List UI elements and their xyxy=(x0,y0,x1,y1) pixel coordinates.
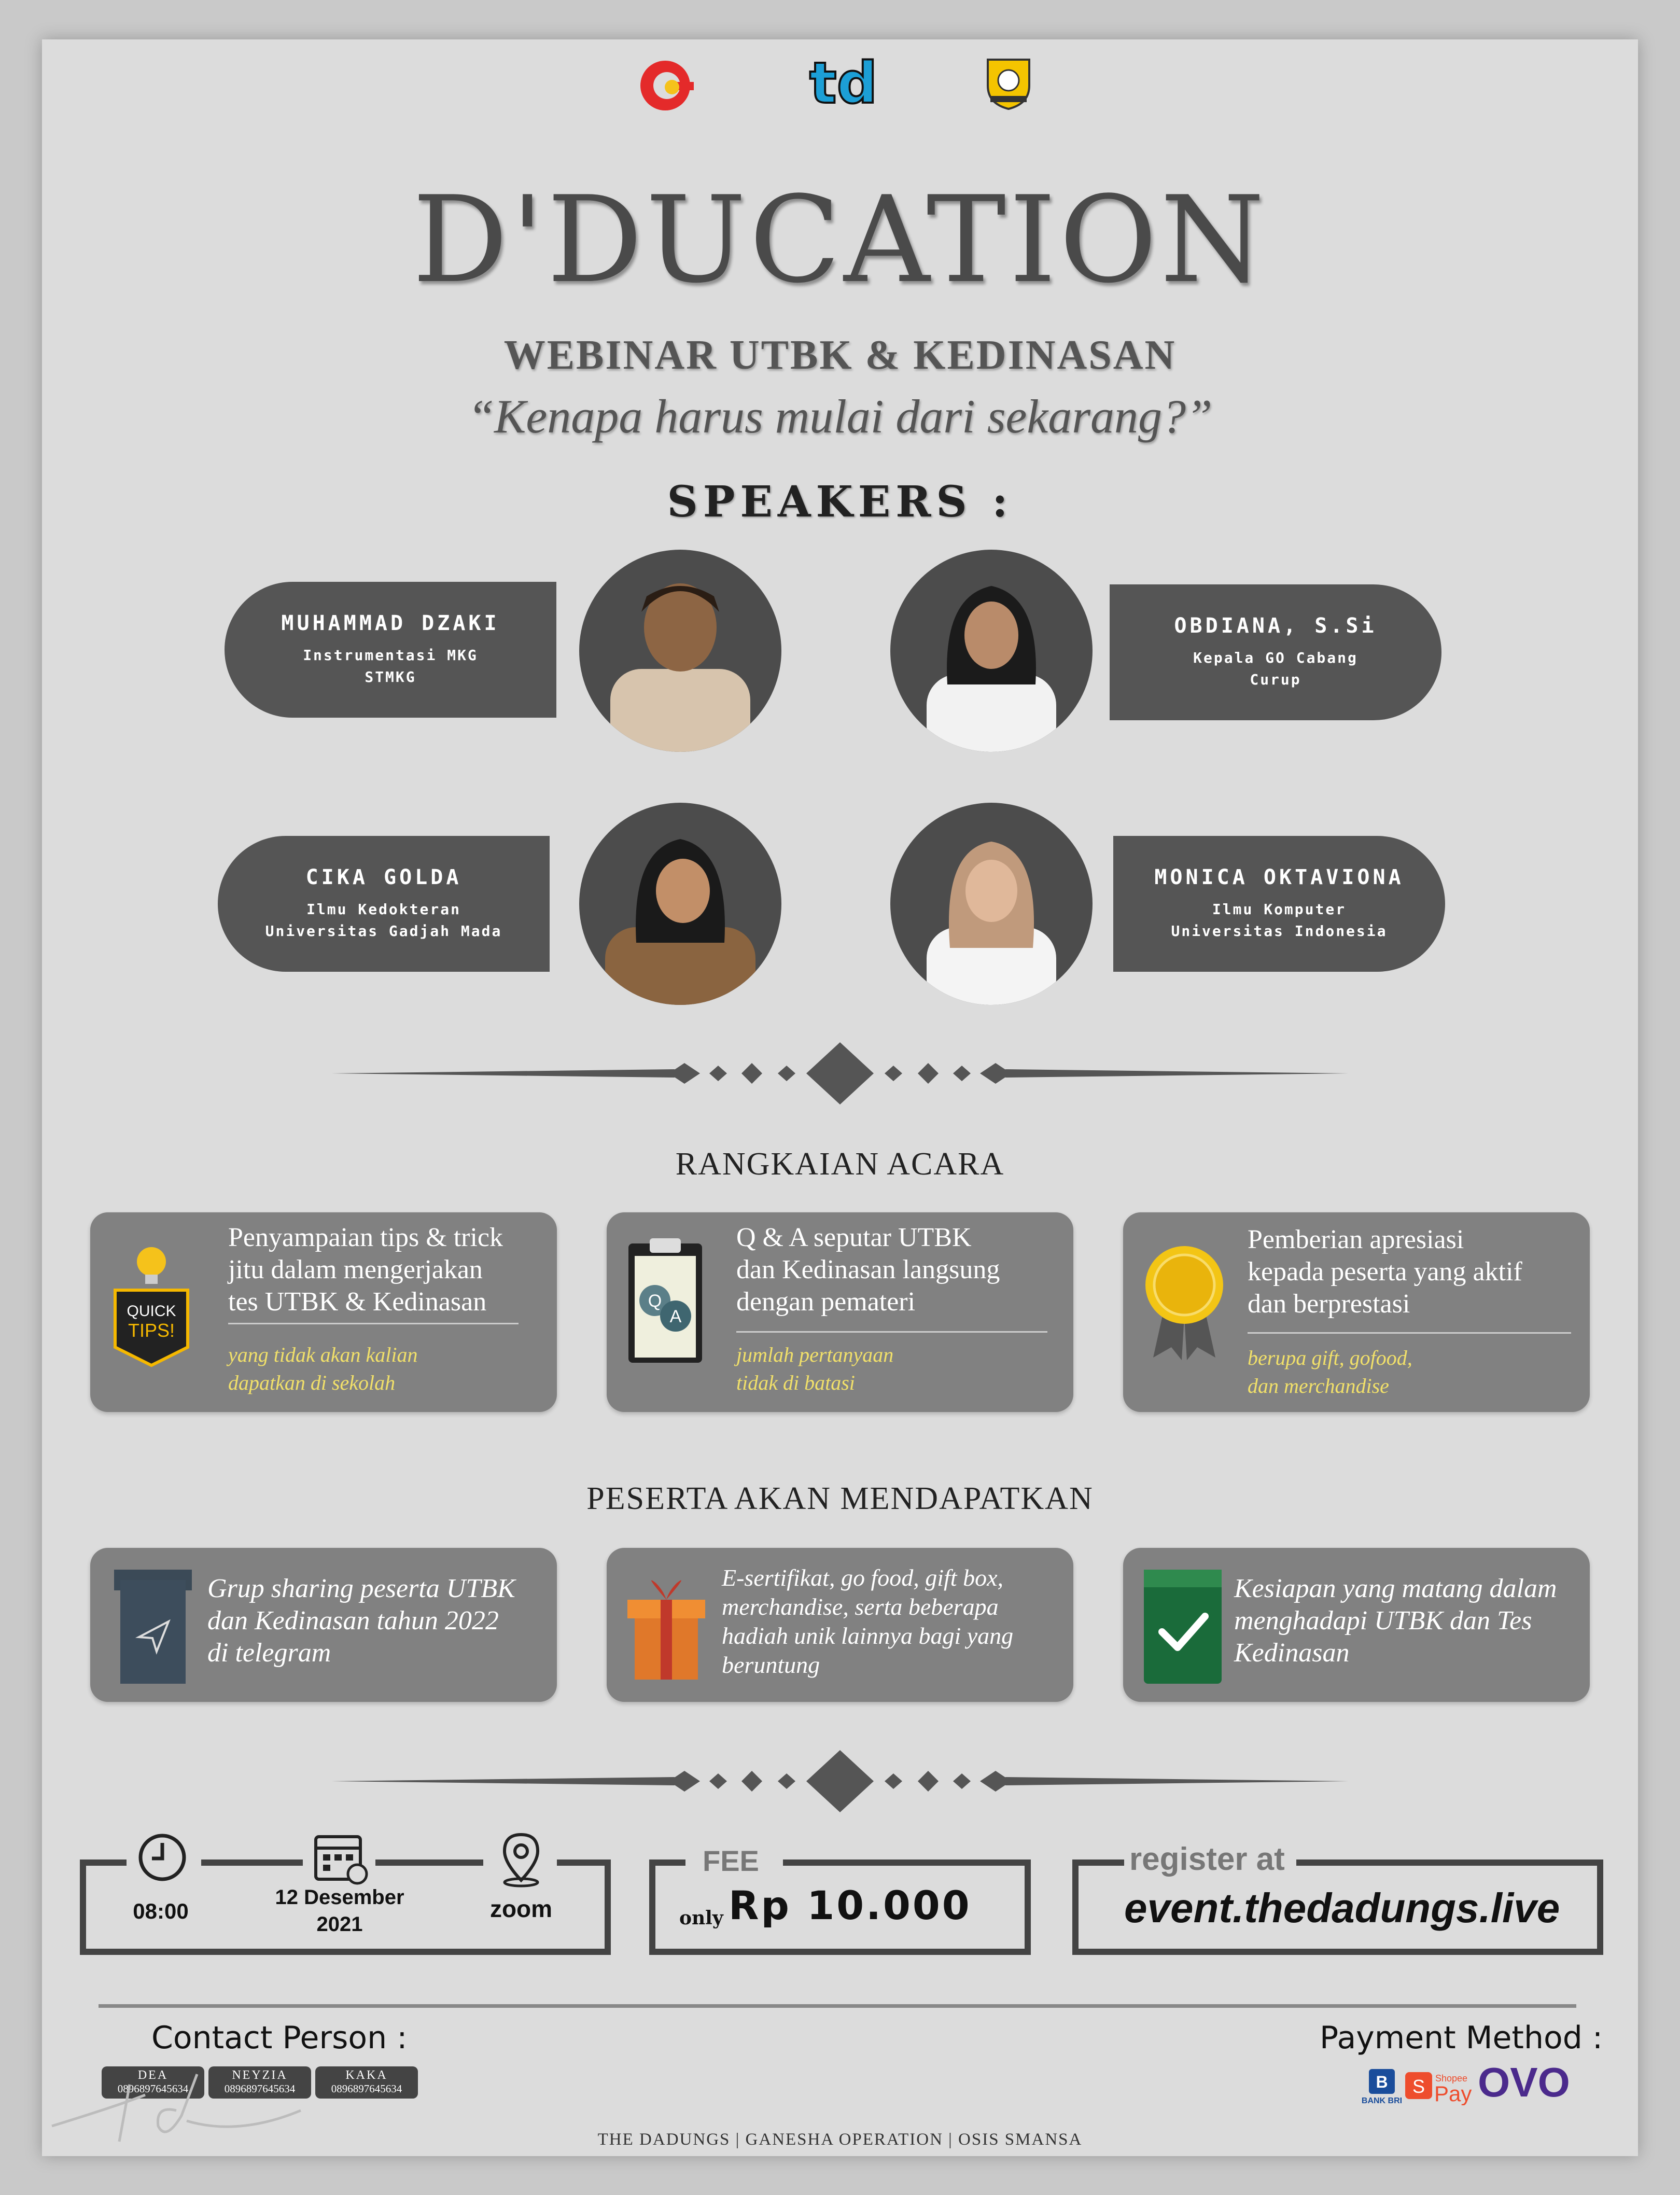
speaker-name: CIKA GOLDA xyxy=(305,865,462,889)
ovo-logo: OVO xyxy=(1478,2059,1570,2105)
fee-box xyxy=(649,1866,1031,1955)
td-logo-letters: td xyxy=(809,52,877,114)
shopee-text: Shopee xyxy=(1435,2073,1467,2084)
fee-label: FEE xyxy=(703,1844,759,1877)
speaker-name: MUHAMMAD DZAKI xyxy=(281,611,500,635)
agenda-text: Penyampaian tips & trick jitu dalam menge… xyxy=(228,1223,503,1317)
speaker-info-line2: STMKG xyxy=(365,668,416,686)
speaker-card-3: CIKA GOLDA Ilmu Kedokteran Universitas G… xyxy=(218,836,550,972)
event-tagline: “Kenapa harus mulai dari sekarang?” xyxy=(467,390,1213,443)
schedule-box xyxy=(80,1866,611,1955)
benefit-text: Kesiapan yang matang dalam menghadapi UTB… xyxy=(1234,1574,1557,1668)
speaker-info-line1: Instrumentasi MKG xyxy=(303,647,478,664)
ganesha-operation-logo xyxy=(637,57,694,117)
payment-heading: Payment Method : xyxy=(1320,2020,1603,2056)
contact-tag-3[interactable]: KAKA 0896897645634 xyxy=(315,2066,418,2099)
fee-amount: Rp 10.000 xyxy=(729,1882,972,1928)
benefits-heading: PESERTA AKAN MENDAPATKAN xyxy=(586,1481,1094,1516)
contact-phone: 0896897645634 xyxy=(224,2082,296,2095)
osis-smansa-logo xyxy=(980,54,1037,114)
checklist-icon xyxy=(1144,1570,1222,1686)
quick-tips-line2: TIPS! xyxy=(128,1320,175,1341)
agenda-text: Q & A seputar UTBK dan Kedinasan langsung… xyxy=(736,1223,1000,1317)
fee-prefix: only xyxy=(679,1907,723,1929)
medal-icon xyxy=(1143,1243,1226,1365)
speaker-photo-1 xyxy=(579,550,781,752)
register-label: register at xyxy=(1129,1841,1285,1877)
organizer-footer: THE DADUNGS | GANESHA OPERATION | OSIS S… xyxy=(597,2130,1083,2149)
contact-tag-1[interactable]: DEA 0896897645634 xyxy=(102,2066,204,2099)
speaker-photo-3 xyxy=(579,803,781,1005)
contact-name: NEYZIA xyxy=(232,2068,288,2082)
contact-name: KAKA xyxy=(345,2068,388,2082)
speaker-name: MONICA OKTAVIONA xyxy=(1154,865,1404,889)
card-separator xyxy=(1248,1332,1571,1334)
footer-rule xyxy=(99,2004,1576,2008)
clock-icon xyxy=(136,1832,188,1886)
agenda-heading: RANGKAIAN ACARA xyxy=(675,1147,1005,1182)
speaker-info-line2: Universitas Indonesia xyxy=(1171,922,1388,940)
event-title: D'DUCATION xyxy=(412,171,1268,310)
benefit-text: E-sertifikat, go food, gift box, merchand… xyxy=(722,1564,1014,1678)
agenda-text: Pemberian apresiasi kepada peserta yang a… xyxy=(1248,1225,1522,1319)
contact-tag-2[interactable]: NEYZIA 0896897645634 xyxy=(208,2066,311,2099)
speaker-photo-4 xyxy=(890,803,1093,1005)
telegram-group-icon xyxy=(114,1570,192,1686)
agenda-note: jumlah pertanyaan tidak di batasi xyxy=(736,1343,894,1394)
the-dadungs-logo: td xyxy=(806,49,879,117)
benefit-card-3: Kesiapan yang matang dalam menghadapi UTB… xyxy=(1123,1548,1590,1702)
td-signature-watermark xyxy=(51,2074,301,2142)
speakers-heading: SPEAKERS : xyxy=(667,477,1013,527)
agenda-card-1: QUICK TIPS! Penyampaian tips & trick jitu … xyxy=(90,1212,557,1412)
speaker-name: OBDIANA, S.Si xyxy=(1174,614,1377,638)
speaker-info-line1: Kepala GO Cabang xyxy=(1193,649,1358,666)
a-letter: A xyxy=(670,1307,682,1326)
quick-tips-line1: QUICK xyxy=(127,1303,176,1320)
event-subtitle: WEBINAR UTBK & KEDINASAN xyxy=(503,332,1177,378)
schedule-box-top xyxy=(80,1860,127,1866)
calendar-icon xyxy=(313,1829,370,1889)
bank-bri-text: BANK BRI xyxy=(1362,2096,1402,2105)
event-date: 12 Desember 2021 xyxy=(275,1886,404,1936)
svg-text:S: S xyxy=(1412,2076,1425,2097)
ornament-divider-1 xyxy=(332,1042,1348,1105)
speaker-card-4: MONICA OKTAVIONA Ilmu Komputer Universit… xyxy=(1113,836,1445,972)
agenda-note: yang tidak akan kalian dapatkan di sekola… xyxy=(228,1343,418,1394)
contact-phone: 0896897645634 xyxy=(331,2082,402,2095)
shopeepay-logo: S Shopee Pay xyxy=(1405,2068,1478,2108)
speaker-info-line2: Curup xyxy=(1250,671,1301,688)
ornament-divider-2 xyxy=(332,1750,1348,1812)
agenda-card-3: Pemberian apresiasi kepada peserta yang a… xyxy=(1123,1212,1590,1412)
register-box xyxy=(1072,1866,1603,1955)
speaker-photo-2 xyxy=(890,550,1093,752)
speaker-info-line1: Ilmu Kedokteran xyxy=(306,901,461,918)
event-platform: zoom xyxy=(489,1895,553,1922)
gift-box-icon xyxy=(627,1573,705,1684)
svg-text:B: B xyxy=(1376,2073,1388,2091)
benefit-card-2: E-sertifikat, go food, gift box, merchand… xyxy=(607,1548,1073,1702)
benefit-text: Grup sharing peserta UTBK dan Kedinasan t… xyxy=(207,1574,515,1668)
benefit-card-1: Grup sharing peserta UTBK dan Kedinasan t… xyxy=(90,1548,557,1702)
agenda-note: berupa gift, gofood, dan merchandise xyxy=(1248,1346,1412,1397)
register-url[interactable]: event.thedadungs.live xyxy=(1124,1885,1560,1931)
card-separator xyxy=(736,1331,1047,1333)
speaker-info-line2: Universitas Gadjah Mada xyxy=(265,922,502,940)
pay-text: Pay xyxy=(1434,2081,1472,2105)
speaker-card-1: MUHAMMAD DZAKI Instrumentasi MKG STMKG xyxy=(225,582,556,718)
card-separator xyxy=(228,1323,519,1324)
bank-bri-logo: B BANK BRI xyxy=(1361,2069,1403,2108)
q-letter: Q xyxy=(648,1291,662,1311)
event-time: 08:00 xyxy=(133,1899,189,1923)
quick-tips-icon: QUICK TIPS! xyxy=(110,1233,193,1371)
speaker-info-line1: Ilmu Komputer xyxy=(1212,901,1347,918)
location-pin-icon xyxy=(495,1830,547,1890)
contact-heading: Contact Person : xyxy=(151,2020,408,2056)
contact-name: DEA xyxy=(137,2068,169,2082)
speaker-card-2: OBDIANA, S.Si Kepala GO Cabang Curup xyxy=(1110,584,1441,720)
